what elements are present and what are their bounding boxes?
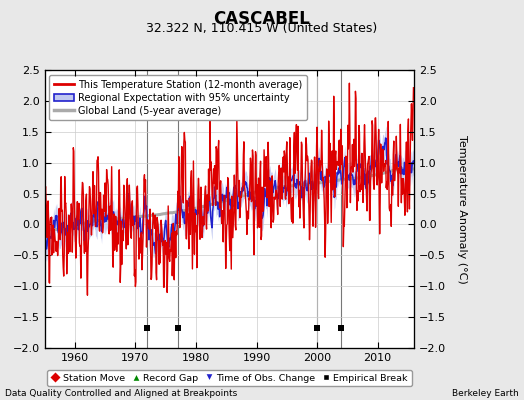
Text: 32.322 N, 110.415 W (United States): 32.322 N, 110.415 W (United States): [146, 22, 378, 35]
Text: CASCABEL: CASCABEL: [214, 10, 310, 28]
Text: Data Quality Controlled and Aligned at Breakpoints: Data Quality Controlled and Aligned at B…: [5, 389, 237, 398]
Text: Berkeley Earth: Berkeley Earth: [452, 389, 519, 398]
Legend: Station Move, Record Gap, Time of Obs. Change, Empirical Break: Station Move, Record Gap, Time of Obs. C…: [47, 370, 411, 386]
Y-axis label: Temperature Anomaly (°C): Temperature Anomaly (°C): [457, 135, 467, 283]
